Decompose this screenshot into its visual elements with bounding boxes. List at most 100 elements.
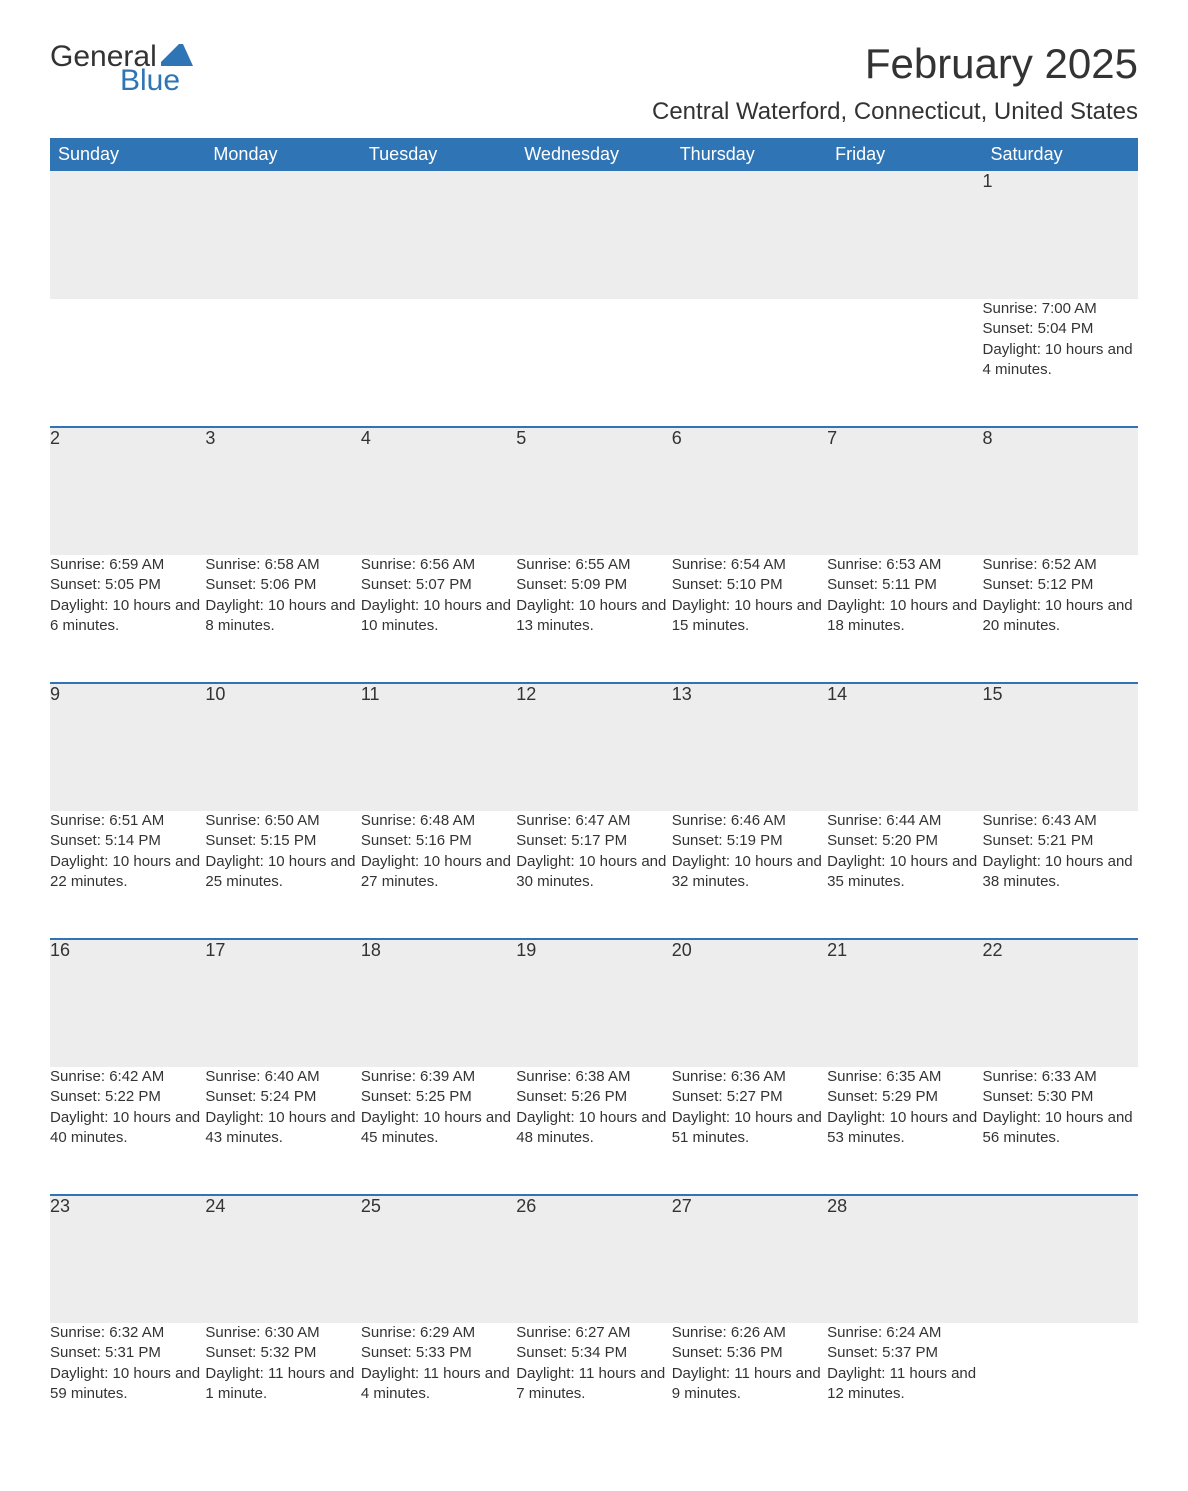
day-number-cell bbox=[205, 171, 360, 299]
day-content-cell bbox=[516, 299, 671, 427]
logo: General Blue bbox=[50, 40, 193, 98]
sunset-line: Sunset: 5:22 PM bbox=[50, 1087, 205, 1107]
day-content-cell bbox=[672, 299, 827, 427]
day-content-cell: Sunrise: 7:00 AMSunset: 5:04 PMDaylight:… bbox=[983, 299, 1138, 427]
daylight-line: Daylight: 10 hours and 40 minutes. bbox=[50, 1108, 205, 1149]
day-number-cell: 15 bbox=[983, 683, 1138, 811]
sunrise-line: Sunrise: 6:40 AM bbox=[205, 1067, 360, 1087]
daynum-row: 16171819202122 bbox=[50, 939, 1138, 1067]
sunset-line: Sunset: 5:30 PM bbox=[983, 1087, 1138, 1107]
day-content-cell: Sunrise: 6:43 AMSunset: 5:21 PMDaylight:… bbox=[983, 811, 1138, 939]
daylight-line: Daylight: 10 hours and 51 minutes. bbox=[672, 1108, 827, 1149]
day-content-cell: Sunrise: 6:46 AMSunset: 5:19 PMDaylight:… bbox=[672, 811, 827, 939]
calendar-table: Sunday Monday Tuesday Wednesday Thursday… bbox=[50, 138, 1138, 1451]
sunrise-line: Sunrise: 6:29 AM bbox=[361, 1323, 516, 1343]
daylight-line: Daylight: 11 hours and 4 minutes. bbox=[361, 1364, 516, 1405]
weekday-header: Sunday bbox=[50, 138, 205, 171]
day-number-cell: 4 bbox=[361, 427, 516, 555]
day-number-cell: 27 bbox=[672, 1195, 827, 1323]
daylight-line: Daylight: 11 hours and 12 minutes. bbox=[827, 1364, 982, 1405]
day-number-cell bbox=[361, 171, 516, 299]
day-number-cell: 3 bbox=[205, 427, 360, 555]
day-number-cell: 9 bbox=[50, 683, 205, 811]
weekday-header: Monday bbox=[205, 138, 360, 171]
day-number-cell: 21 bbox=[827, 939, 982, 1067]
weekday-header: Wednesday bbox=[516, 138, 671, 171]
day-content-cell: Sunrise: 6:55 AMSunset: 5:09 PMDaylight:… bbox=[516, 555, 671, 683]
sunset-line: Sunset: 5:11 PM bbox=[827, 575, 982, 595]
sunrise-line: Sunrise: 6:53 AM bbox=[827, 555, 982, 575]
daylight-line: Daylight: 10 hours and 22 minutes. bbox=[50, 852, 205, 893]
daylight-line: Daylight: 10 hours and 20 minutes. bbox=[983, 596, 1138, 637]
day-number-cell: 20 bbox=[672, 939, 827, 1067]
sunset-line: Sunset: 5:20 PM bbox=[827, 831, 982, 851]
daylight-line: Daylight: 10 hours and 10 minutes. bbox=[361, 596, 516, 637]
day-number-cell: 24 bbox=[205, 1195, 360, 1323]
weekday-header: Friday bbox=[827, 138, 982, 171]
daynum-row: 1 bbox=[50, 171, 1138, 299]
day-content-cell: Sunrise: 6:54 AMSunset: 5:10 PMDaylight:… bbox=[672, 555, 827, 683]
day-number-cell: 14 bbox=[827, 683, 982, 811]
sunset-line: Sunset: 5:29 PM bbox=[827, 1087, 982, 1107]
day-content-cell: Sunrise: 6:35 AMSunset: 5:29 PMDaylight:… bbox=[827, 1067, 982, 1195]
sunset-line: Sunset: 5:05 PM bbox=[50, 575, 205, 595]
content-row: Sunrise: 6:42 AMSunset: 5:22 PMDaylight:… bbox=[50, 1067, 1138, 1195]
day-number-cell: 19 bbox=[516, 939, 671, 1067]
day-content-cell bbox=[827, 299, 982, 427]
daynum-row: 9101112131415 bbox=[50, 683, 1138, 811]
day-number-cell: 17 bbox=[205, 939, 360, 1067]
sunset-line: Sunset: 5:07 PM bbox=[361, 575, 516, 595]
sunrise-line: Sunrise: 6:43 AM bbox=[983, 811, 1138, 831]
sunset-line: Sunset: 5:36 PM bbox=[672, 1343, 827, 1363]
sunset-line: Sunset: 5:12 PM bbox=[983, 575, 1138, 595]
day-number-cell: 25 bbox=[361, 1195, 516, 1323]
logo-text-blue: Blue bbox=[120, 64, 180, 98]
sunrise-line: Sunrise: 6:35 AM bbox=[827, 1067, 982, 1087]
day-content-cell: Sunrise: 6:32 AMSunset: 5:31 PMDaylight:… bbox=[50, 1323, 205, 1451]
day-content-cell: Sunrise: 6:56 AMSunset: 5:07 PMDaylight:… bbox=[361, 555, 516, 683]
day-content-cell: Sunrise: 6:58 AMSunset: 5:06 PMDaylight:… bbox=[205, 555, 360, 683]
day-content-cell: Sunrise: 6:27 AMSunset: 5:34 PMDaylight:… bbox=[516, 1323, 671, 1451]
sunrise-line: Sunrise: 6:48 AM bbox=[361, 811, 516, 831]
day-number-cell bbox=[827, 171, 982, 299]
day-number-cell bbox=[672, 171, 827, 299]
sunrise-line: Sunrise: 6:27 AM bbox=[516, 1323, 671, 1343]
day-content-cell: Sunrise: 6:42 AMSunset: 5:22 PMDaylight:… bbox=[50, 1067, 205, 1195]
day-number-cell: 10 bbox=[205, 683, 360, 811]
day-number-cell: 8 bbox=[983, 427, 1138, 555]
daylight-line: Daylight: 10 hours and 15 minutes. bbox=[672, 596, 827, 637]
sunrise-line: Sunrise: 6:55 AM bbox=[516, 555, 671, 575]
sunrise-line: Sunrise: 6:54 AM bbox=[672, 555, 827, 575]
daylight-line: Daylight: 10 hours and 32 minutes. bbox=[672, 852, 827, 893]
sunrise-line: Sunrise: 6:47 AM bbox=[516, 811, 671, 831]
daylight-line: Daylight: 10 hours and 13 minutes. bbox=[516, 596, 671, 637]
day-number-cell: 18 bbox=[361, 939, 516, 1067]
sunrise-line: Sunrise: 6:42 AM bbox=[50, 1067, 205, 1087]
sunset-line: Sunset: 5:21 PM bbox=[983, 831, 1138, 851]
day-content-cell: Sunrise: 6:29 AMSunset: 5:33 PMDaylight:… bbox=[361, 1323, 516, 1451]
content-row: Sunrise: 6:59 AMSunset: 5:05 PMDaylight:… bbox=[50, 555, 1138, 683]
daylight-line: Daylight: 10 hours and 43 minutes. bbox=[205, 1108, 360, 1149]
sunset-line: Sunset: 5:34 PM bbox=[516, 1343, 671, 1363]
sunset-line: Sunset: 5:14 PM bbox=[50, 831, 205, 851]
daylight-line: Daylight: 10 hours and 18 minutes. bbox=[827, 596, 982, 637]
day-content-cell: Sunrise: 6:50 AMSunset: 5:15 PMDaylight:… bbox=[205, 811, 360, 939]
day-number-cell: 6 bbox=[672, 427, 827, 555]
day-number-cell bbox=[983, 1195, 1138, 1323]
day-content-cell: Sunrise: 6:47 AMSunset: 5:17 PMDaylight:… bbox=[516, 811, 671, 939]
day-number-cell: 11 bbox=[361, 683, 516, 811]
daylight-line: Daylight: 10 hours and 6 minutes. bbox=[50, 596, 205, 637]
sunset-line: Sunset: 5:10 PM bbox=[672, 575, 827, 595]
day-number-cell: 22 bbox=[983, 939, 1138, 1067]
sunset-line: Sunset: 5:09 PM bbox=[516, 575, 671, 595]
day-content-cell: Sunrise: 6:30 AMSunset: 5:32 PMDaylight:… bbox=[205, 1323, 360, 1451]
day-number-cell: 23 bbox=[50, 1195, 205, 1323]
sunrise-line: Sunrise: 6:56 AM bbox=[361, 555, 516, 575]
daylight-line: Daylight: 10 hours and 30 minutes. bbox=[516, 852, 671, 893]
day-content-cell: Sunrise: 6:53 AMSunset: 5:11 PMDaylight:… bbox=[827, 555, 982, 683]
daylight-line: Daylight: 10 hours and 53 minutes. bbox=[827, 1108, 982, 1149]
day-content-cell: Sunrise: 6:44 AMSunset: 5:20 PMDaylight:… bbox=[827, 811, 982, 939]
daylight-line: Daylight: 11 hours and 1 minute. bbox=[205, 1364, 360, 1405]
sunset-line: Sunset: 5:16 PM bbox=[361, 831, 516, 851]
sunrise-line: Sunrise: 6:52 AM bbox=[983, 555, 1138, 575]
